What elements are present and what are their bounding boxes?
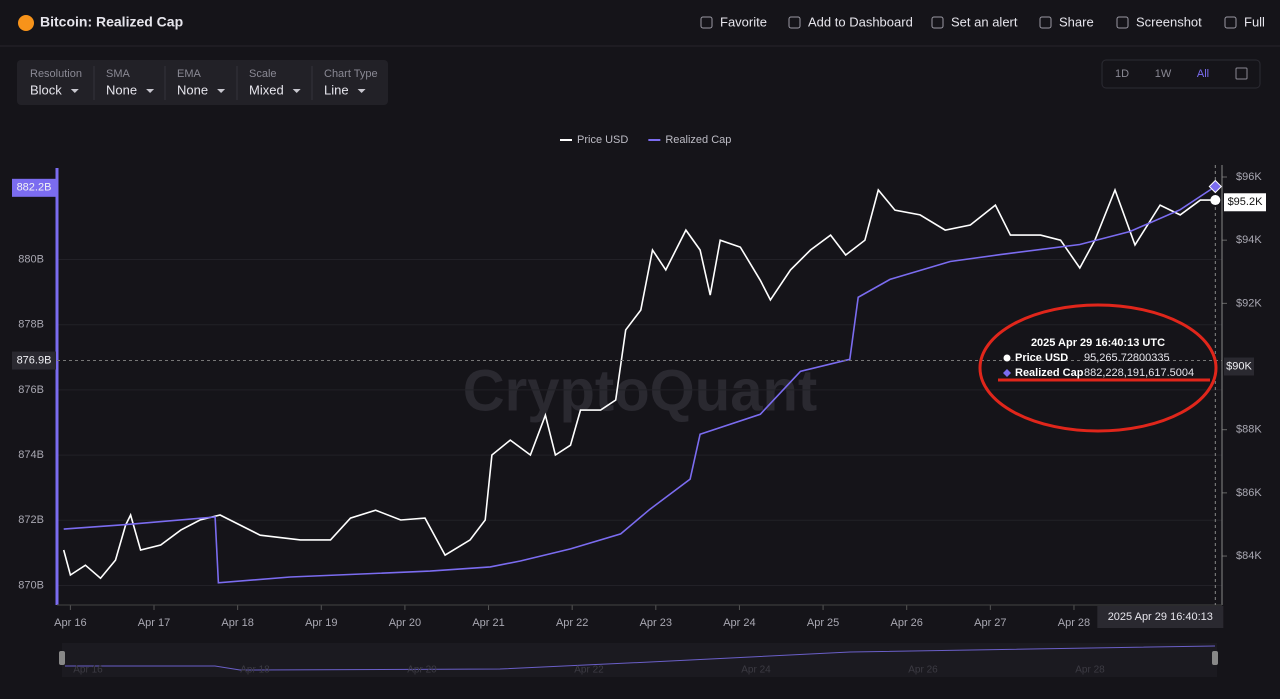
navigator-handle[interactable] [59, 651, 65, 665]
navigator-label: Apr 22 [574, 665, 604, 676]
y2-tick-label: $92K [1236, 297, 1262, 309]
bitcoin-icon [18, 15, 34, 31]
y2-tick-label: $96K [1236, 171, 1262, 183]
navigator-label: Apr 18 [240, 665, 270, 676]
action-button[interactable]: Share [1059, 14, 1094, 29]
tooltip-value: 95,265.72800335 [1084, 352, 1170, 364]
dropdown-arrow [292, 89, 301, 93]
tooltip-value: 882,228,191,617.5004 [1084, 367, 1194, 379]
y-tick-label: 878B [18, 319, 44, 331]
control-label: EMA [177, 68, 202, 80]
tooltip-marker [1003, 354, 1011, 362]
x-tick-label: Apr 17 [138, 617, 170, 629]
range-panel [1101, 59, 1261, 89]
y-tick-label: 874B [18, 449, 44, 461]
x-tick-label: Apr 21 [472, 617, 504, 629]
x-tick-label: Apr 16 [54, 617, 86, 629]
highlight-circle [978, 303, 1218, 433]
action-button[interactable]: Add to Dashboard [808, 14, 913, 29]
dropdown-arrow [357, 89, 366, 93]
axis-tag-label: $95.2K [1228, 196, 1264, 208]
axis-tag [12, 178, 56, 197]
range-button[interactable]: All [1197, 68, 1209, 80]
y2-tick-label: $86K [1236, 487, 1262, 499]
tooltip-name: Realized Cap [1015, 367, 1084, 379]
crosshair-x-tag [1097, 606, 1224, 628]
page-title: Bitcoin: Realized Cap [40, 14, 183, 30]
navigator-handle[interactable] [1212, 651, 1218, 665]
x-tick-label: Apr 25 [807, 617, 839, 629]
controls-panel [17, 60, 388, 105]
watermark: CryptoQuant [463, 358, 817, 423]
y-tick-label: 872B [18, 514, 44, 526]
x-tick-label: Apr 23 [640, 617, 672, 629]
y-tick-label: 880B [18, 253, 44, 265]
navigator-line [65, 645, 1216, 671]
realized-endpoint [1208, 179, 1223, 194]
legend-label[interactable]: Realized Cap [665, 134, 731, 146]
crosshair-x-label: 2025 Apr 29 16:40:13 [1108, 611, 1213, 623]
axis-tag-label: 876.9B [17, 354, 52, 366]
x-tick-label: Apr 22 [556, 617, 588, 629]
axis-tag [12, 351, 56, 370]
dropdown-arrow [217, 89, 226, 93]
tooltip-title: 2025 Apr 29 16:40:13 UTC [1031, 337, 1165, 349]
navigator-label: Apr 26 [908, 665, 938, 676]
control-value[interactable]: None [177, 82, 208, 97]
x-tick-label: Apr 19 [305, 617, 337, 629]
control-label: Resolution [30, 68, 82, 80]
tooltip-marker [1003, 369, 1011, 377]
action-icon[interactable] [931, 16, 944, 29]
axis-tag-label: 882.2B [17, 182, 52, 194]
x-tick-label: Apr 26 [890, 617, 922, 629]
dropdown-arrow [146, 89, 155, 93]
y-tick-label: 870B [18, 579, 44, 591]
navigator-label: Apr 28 [1075, 665, 1105, 676]
control-label: Scale [249, 68, 277, 80]
action-button[interactable]: Set an alert [951, 14, 1018, 29]
calendar-icon[interactable] [1235, 67, 1248, 80]
dropdown-arrow [70, 89, 79, 93]
control-label: SMA [106, 68, 131, 80]
legend-label[interactable]: Price USD [577, 134, 628, 146]
y2-tick-label: $84K [1236, 550, 1262, 562]
range-button[interactable]: 1W [1155, 68, 1172, 80]
x-tick-label: Apr 18 [221, 617, 253, 629]
price-endpoint [1210, 195, 1221, 206]
action-button[interactable]: Full [1244, 14, 1265, 29]
axis-tag [1224, 357, 1254, 376]
action-button[interactable]: Favorite [720, 14, 767, 29]
navigator-label: Apr 20 [407, 665, 437, 676]
x-tick-label: Apr 28 [1058, 617, 1090, 629]
y2-tick-label: $94K [1236, 234, 1262, 246]
action-icon[interactable] [1039, 16, 1052, 29]
action-icon[interactable] [788, 16, 801, 29]
action-icon[interactable] [1116, 16, 1129, 29]
x-tick-label: Apr 20 [389, 617, 421, 629]
axis-tag-label: $90K [1226, 360, 1252, 372]
navigator-label: Apr 24 [741, 665, 771, 676]
range-button[interactable]: 1D [1115, 68, 1129, 80]
y2-tick-label: $88K [1236, 424, 1262, 436]
control-value[interactable]: None [106, 82, 137, 97]
control-value[interactable]: Line [324, 82, 349, 97]
navigator[interactable] [62, 643, 1217, 677]
control-label: Chart Type [324, 68, 378, 80]
x-tick-label: Apr 24 [723, 617, 755, 629]
tooltip-name: Price USD [1015, 352, 1068, 364]
control-value[interactable]: Mixed [249, 82, 284, 97]
axis-tag [1224, 193, 1266, 212]
action-icon[interactable] [1224, 16, 1237, 29]
series-line [63, 185, 1216, 584]
y-tick-label: 876B [18, 384, 44, 396]
navigator-label: Apr 16 [73, 665, 103, 676]
action-button[interactable]: Screenshot [1136, 14, 1202, 29]
action-icon[interactable] [700, 16, 713, 29]
control-value[interactable]: Block [30, 82, 62, 97]
x-tick-label: Apr 27 [974, 617, 1006, 629]
